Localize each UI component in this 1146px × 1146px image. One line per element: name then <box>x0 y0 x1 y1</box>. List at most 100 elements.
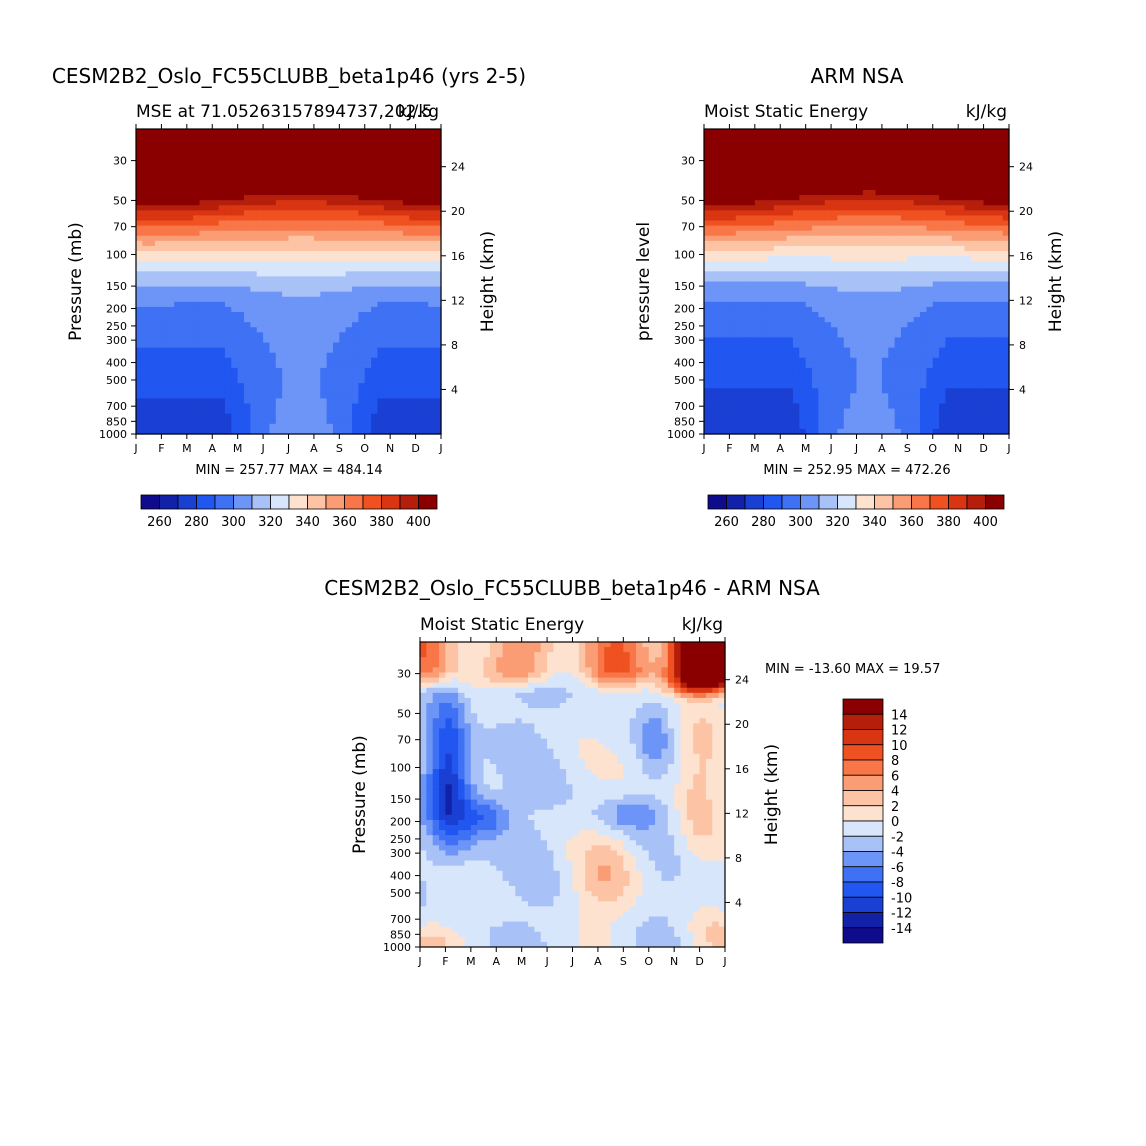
colorbar-swatch <box>399 494 419 510</box>
field-cell <box>761 388 769 394</box>
field-cell <box>199 367 207 374</box>
field-cell <box>824 184 832 191</box>
field-cell <box>282 240 290 247</box>
field-cell <box>754 281 762 288</box>
field-cell <box>729 286 737 293</box>
field-cell <box>161 210 169 217</box>
field-cell <box>199 322 207 328</box>
field-cell <box>167 367 175 374</box>
field-cell <box>301 220 309 227</box>
field-cell <box>402 134 410 140</box>
field-cell <box>231 251 239 257</box>
field-cell <box>218 235 226 242</box>
field-cell <box>824 240 832 247</box>
field-cell <box>161 332 169 339</box>
field-cell <box>428 291 436 298</box>
field-cell <box>704 230 711 237</box>
field-cell <box>881 322 889 328</box>
field-cell <box>186 210 194 217</box>
field-cell <box>377 306 385 313</box>
field-cell <box>320 408 328 415</box>
field-cell <box>142 398 150 405</box>
field-cell <box>218 398 226 405</box>
field-cell <box>850 184 858 191</box>
field-cell <box>881 413 889 420</box>
field-cell <box>294 271 302 278</box>
field-cell <box>352 144 359 150</box>
field-cell <box>288 296 296 303</box>
field-cell <box>332 281 340 288</box>
field-cell <box>780 144 788 150</box>
field-cell <box>415 317 423 323</box>
field-cell <box>313 357 321 364</box>
field-cell <box>218 256 226 262</box>
field-cell <box>888 398 896 405</box>
field-cell <box>421 428 429 435</box>
field-cell <box>792 296 800 303</box>
field-cell <box>710 220 718 227</box>
field-cell <box>155 347 163 354</box>
field-cell <box>780 317 788 323</box>
field-cell <box>894 195 902 201</box>
field-cell <box>313 179 321 186</box>
field-cell <box>237 251 245 257</box>
field-cell <box>231 240 239 247</box>
field-cell <box>218 317 226 323</box>
field-cell <box>704 149 711 156</box>
field-cell <box>339 139 347 145</box>
field-cell <box>888 342 896 349</box>
field-cell <box>434 210 442 217</box>
field-cell <box>364 256 372 262</box>
field-cell <box>237 403 245 410</box>
field-cell <box>780 413 788 420</box>
field-cell <box>167 306 175 313</box>
field-cell <box>320 383 328 389</box>
field-cell <box>409 235 417 242</box>
field-cell <box>161 230 169 237</box>
field-cell <box>754 261 762 267</box>
field-cell <box>377 373 385 379</box>
field-cell <box>269 164 277 171</box>
field-cell <box>180 235 188 242</box>
field-cell <box>850 423 858 430</box>
field-cell <box>742 179 750 186</box>
field-cell <box>237 139 245 145</box>
field-cell <box>856 144 864 150</box>
field-cell <box>199 398 207 405</box>
field-cell <box>212 306 220 313</box>
y-tick-label: 1000 <box>99 428 127 441</box>
field-cell <box>748 261 756 267</box>
field-cell <box>767 428 775 435</box>
field-cell <box>142 373 150 379</box>
field-cell <box>710 184 718 191</box>
field-cell <box>900 215 908 222</box>
field-cell <box>812 408 819 415</box>
field-cell <box>371 271 379 278</box>
field-cell <box>831 169 839 176</box>
field-cell <box>193 367 201 374</box>
field-cell <box>831 428 839 435</box>
field-cell <box>326 235 334 242</box>
field-cell <box>161 428 169 435</box>
field-cell <box>148 159 156 166</box>
field-cell <box>180 342 188 349</box>
field-cell <box>824 337 832 344</box>
field-cell <box>428 200 436 206</box>
field-cell <box>761 327 769 333</box>
field-cell <box>142 342 150 349</box>
field-cell <box>161 388 169 394</box>
field-cell <box>421 276 429 283</box>
field-cell <box>180 296 188 303</box>
field-cell <box>339 367 347 374</box>
field-cell <box>339 190 347 196</box>
field-cell <box>294 352 302 359</box>
field-cell <box>735 383 743 389</box>
field-cell <box>792 428 800 435</box>
field-cell <box>754 362 762 369</box>
field-cell <box>256 129 264 135</box>
field-cell <box>218 225 226 232</box>
field-cell <box>421 261 429 267</box>
field-cell <box>729 373 737 379</box>
field-cell <box>396 245 404 252</box>
field-cell <box>729 251 737 257</box>
